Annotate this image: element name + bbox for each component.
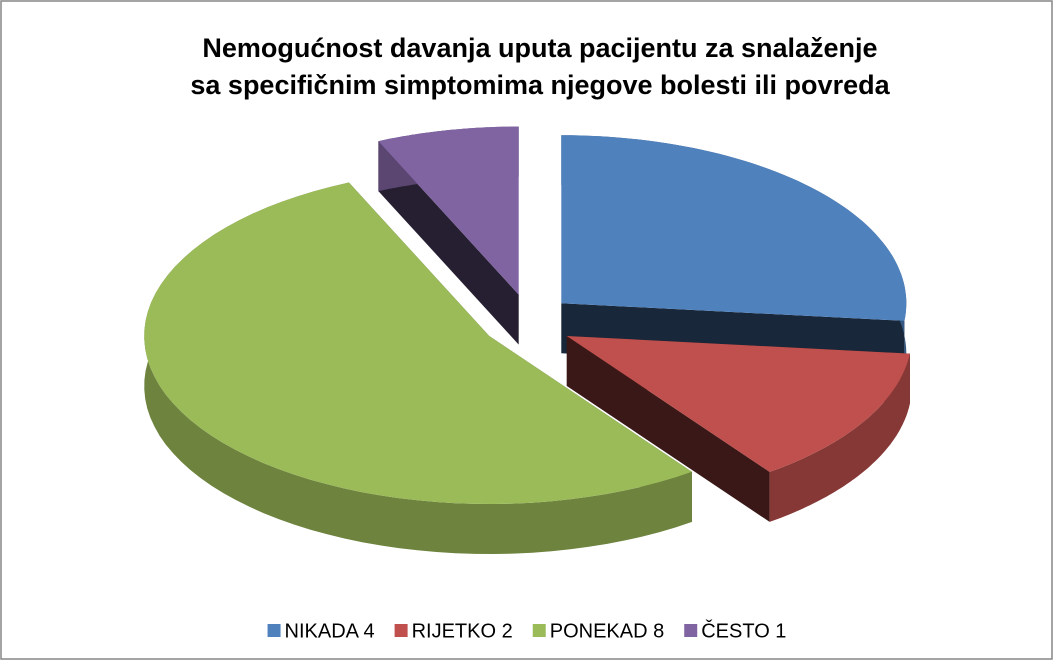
slice-wall (144, 182, 693, 554)
slice (566, 336, 910, 472)
legend-swatch (532, 624, 546, 637)
legend: NIKADA 4 RIJETKO 2 PONEKAD 8 ČESTO 1 (267, 619, 786, 642)
legend-label: RIJETKO 2 (412, 620, 513, 642)
slice (561, 135, 907, 321)
chart-title: sa specifičnim simptomima njegove bolest… (190, 70, 890, 100)
slice-side (566, 336, 770, 522)
slice-wall (769, 353, 910, 522)
legend-label: ČESTO 1 (701, 619, 786, 642)
legend-swatch (684, 624, 698, 637)
legend-label: PONEKAD 8 (550, 620, 664, 642)
legend-swatch (394, 624, 408, 637)
slice-side (378, 141, 519, 345)
legend-swatch (267, 624, 281, 637)
chart-title: Nemogućnost davanja uputa pacijentu za s… (202, 33, 877, 63)
legend-label: NIKADA 4 (285, 620, 375, 642)
slice (378, 126, 519, 295)
slice (144, 182, 693, 504)
pie (144, 126, 910, 554)
